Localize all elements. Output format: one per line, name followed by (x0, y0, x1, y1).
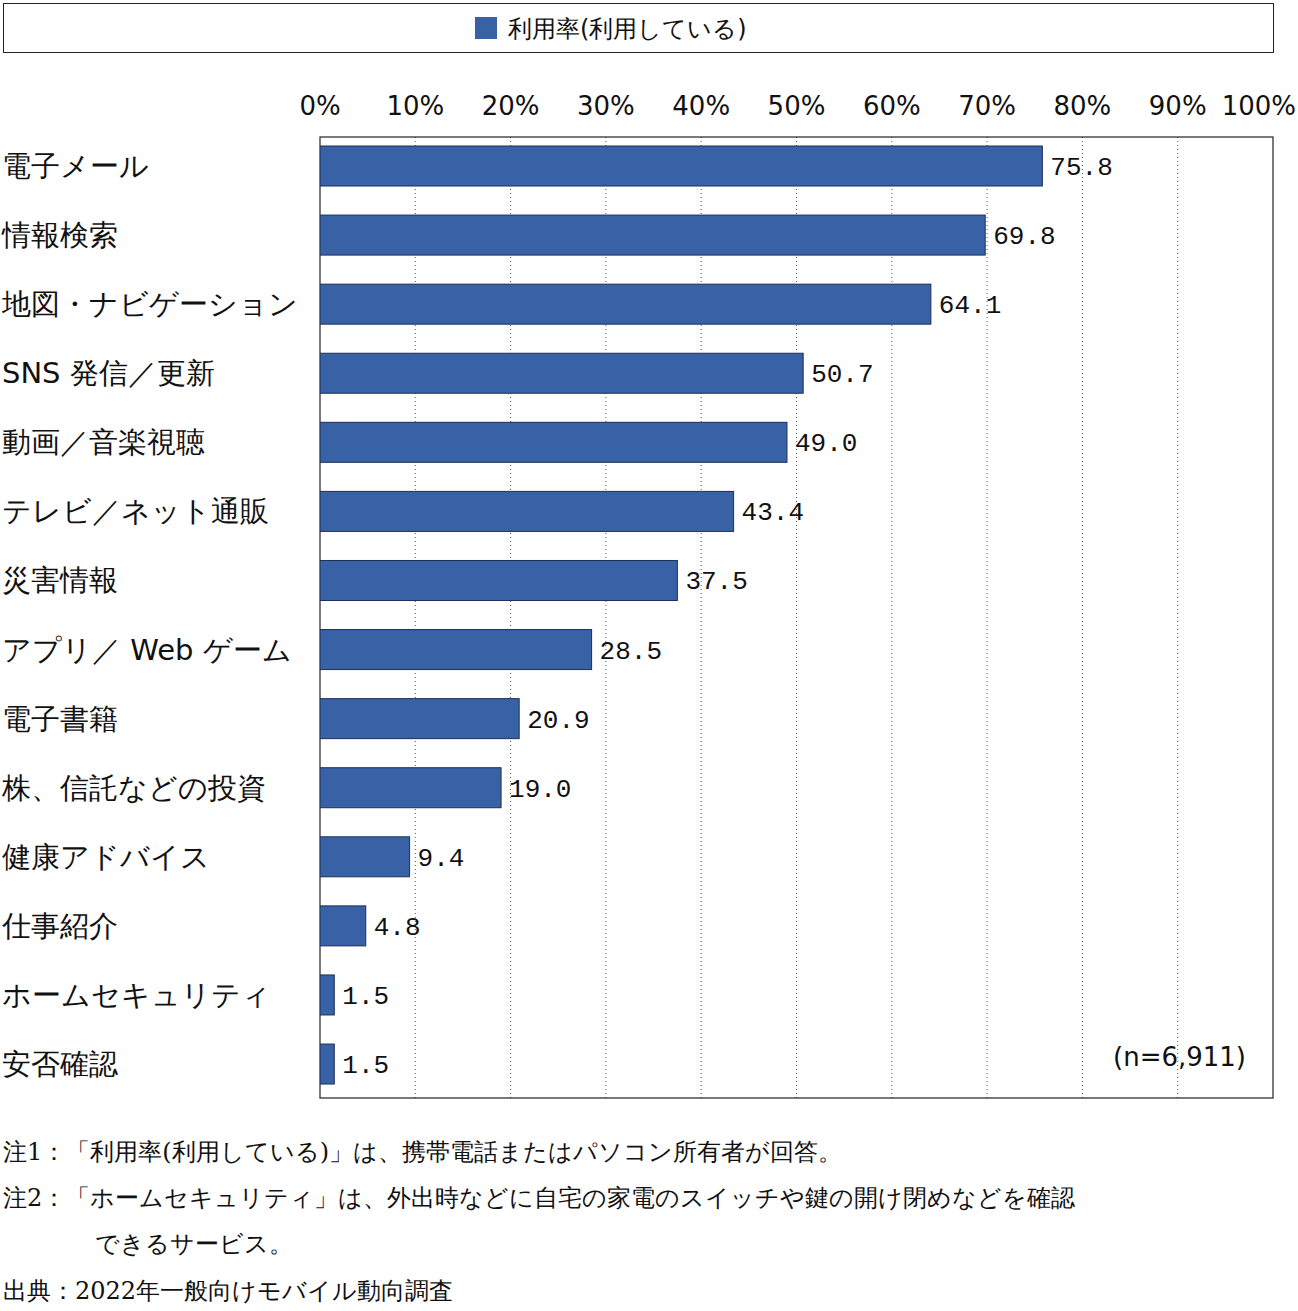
annotation: (n=6,911) (1113, 1042, 1246, 1072)
legend-label: 利用率(利用している) (508, 15, 747, 43)
tick-label: 70% (958, 91, 1016, 121)
tick-label: 100% (1222, 91, 1296, 121)
grid-line (1177, 137, 1178, 1098)
tick-label: 10% (386, 91, 444, 121)
category-label: 地図・ナビゲーション (1, 287, 298, 321)
bar (320, 146, 1042, 186)
note: 注2：「ホームセキュリティ」は、外出時などに自宅の家電のスイッチや鍵の開け閉めな… (3, 1184, 1075, 1212)
bar (320, 215, 985, 255)
bar (320, 353, 803, 393)
bar (320, 699, 519, 739)
grid-line (1082, 137, 1083, 1098)
grid-line (510, 137, 511, 1098)
tick-label: 20% (482, 91, 540, 121)
data-label: 28.5 (600, 637, 662, 667)
plot-frame (320, 137, 1273, 1098)
grid-line (701, 137, 702, 1098)
bar (320, 975, 334, 1015)
legend-swatch (475, 17, 497, 39)
category-label: テレビ／ネット通販 (2, 494, 269, 528)
category-label: SNS 発信／更新 (2, 356, 215, 390)
grid-line (796, 137, 797, 1098)
note: 注1：「利用率(利用している)」は、携帯電話またはパソコン所有者が回答。 (3, 1138, 842, 1166)
grid-line (891, 137, 892, 1098)
tick-label: 90% (1149, 91, 1207, 121)
bar (320, 491, 734, 531)
tick-label: 30% (577, 91, 635, 121)
category-label: 株、信託などの投資 (1, 771, 266, 805)
data-label: 9.4 (418, 844, 465, 874)
data-label: 64.1 (939, 291, 1001, 321)
data-label: 75.8 (1050, 153, 1112, 183)
bars (320, 146, 1042, 1084)
tick-label: 80% (1054, 91, 1112, 121)
category-label: 電子メール (2, 149, 149, 183)
category-label: 災害情報 (2, 563, 118, 597)
bar (320, 906, 366, 946)
data-label: 69.8 (993, 222, 1055, 252)
bar (320, 630, 592, 670)
data-label: 1.5 (342, 982, 389, 1012)
category-label: 健康アドバイス (2, 840, 210, 874)
category-label: 動画／音楽視聴 (2, 425, 205, 459)
category-label: ホームセキュリティ (2, 978, 271, 1012)
category-label: アプリ／ Web ゲーム (2, 633, 292, 667)
category-label: 情報検索 (1, 218, 118, 252)
legend-box (4, 4, 1274, 53)
bar (320, 284, 931, 324)
note: できるサービス。 (95, 1230, 293, 1258)
bar (320, 422, 787, 462)
grid-line (987, 137, 988, 1098)
source: 出典：2022年一般向けモバイル動向調査 (3, 1277, 453, 1305)
bar (320, 768, 501, 808)
data-label: 43.4 (742, 498, 804, 528)
data-label: 1.5 (342, 1051, 389, 1081)
data-label: 49.0 (795, 429, 857, 459)
category-label: 安否確認 (2, 1047, 118, 1081)
tick-label: 0% (299, 91, 340, 121)
data-label: 20.9 (527, 706, 589, 736)
category-label: 仕事紹介 (1, 909, 118, 943)
bar (320, 560, 677, 600)
tick-label: 60% (863, 91, 921, 121)
data-label: 37.5 (685, 567, 747, 597)
tick-label: 50% (768, 91, 826, 121)
tick-label: 40% (672, 91, 730, 121)
grid-line (415, 137, 416, 1098)
category-label: 電子書籍 (2, 702, 118, 736)
bar (320, 1044, 334, 1084)
data-label: 4.8 (374, 913, 421, 943)
bar (320, 837, 410, 877)
data-label: 19.0 (509, 775, 571, 805)
data-label: 50.7 (811, 360, 873, 390)
chart: 利用率(利用している) 0% 10% 20% 30% 40% 50% 60% 70% 80% 90%… (0, 0, 1298, 1311)
grid-line (605, 137, 606, 1098)
